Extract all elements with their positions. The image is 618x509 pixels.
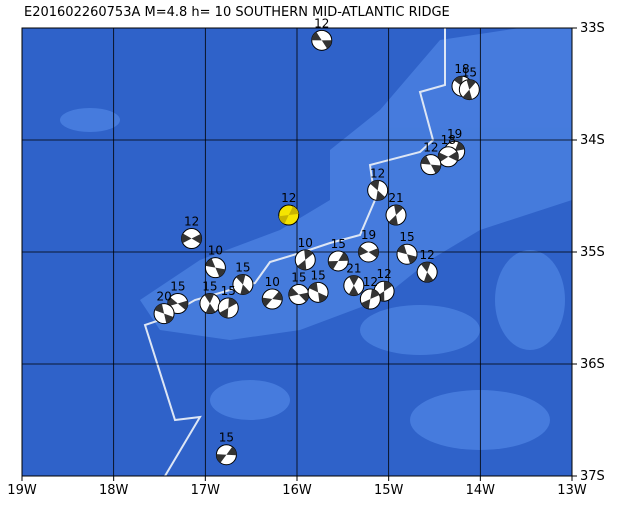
depth-label: 15: [221, 284, 236, 298]
x-tick-label: 18W: [99, 483, 129, 498]
depth-label: 20: [156, 290, 171, 304]
focal-mechanism: [307, 281, 329, 303]
focal-mechanism: [367, 179, 389, 201]
depth-label: 21: [346, 262, 361, 276]
depth-label: 12: [281, 191, 296, 205]
depth-label: 19: [361, 228, 376, 242]
beachball-quadrant: [311, 31, 332, 49]
focal-mechanism: [232, 273, 254, 295]
depth-label: 18: [441, 133, 456, 147]
depth-label: 15: [170, 280, 185, 294]
y-tick-label: 36S: [580, 357, 605, 372]
depth-label: 12: [423, 141, 438, 155]
beachball-quadrant: [421, 262, 434, 283]
beachball-quadrant: [262, 291, 283, 307]
y-tick-label: 35S: [580, 245, 605, 260]
beachball-quadrant: [309, 282, 328, 303]
depth-label: 15: [310, 268, 325, 282]
depth-label: 15: [235, 260, 250, 274]
x-tick-label: 17W: [191, 483, 221, 498]
beachball-quadrant: [219, 298, 237, 318]
focal-mechanism: [327, 250, 349, 272]
depth-label: 15: [219, 431, 234, 445]
focal-mechanism: [278, 204, 300, 226]
beachball-quadrant: [328, 252, 349, 270]
focal-mechanism: [311, 29, 333, 51]
y-tick-label: 34S: [580, 133, 605, 148]
depth-label: 12: [370, 166, 385, 180]
focal-mechanism: [153, 303, 175, 325]
beachball-quadrant: [348, 275, 359, 296]
depth-label: 12: [363, 275, 378, 289]
beachball-quadrant: [370, 180, 386, 201]
beachball-quadrant: [216, 446, 237, 463]
focal-mechanism: [261, 288, 283, 310]
x-tick-label: 19W: [7, 483, 37, 498]
beachball-quadrant: [288, 287, 309, 302]
x-tick-label: 14W: [466, 483, 496, 498]
focal-mechanism: [396, 243, 418, 265]
depth-label: 15: [291, 271, 306, 285]
depth-label: 12: [184, 215, 199, 229]
focal-mechanism: [437, 146, 459, 168]
beachball-quadrant: [181, 233, 202, 244]
beachball-quadrant: [397, 244, 417, 264]
beachball-quadrant: [205, 258, 226, 277]
depth-label: 10: [208, 244, 223, 258]
beachball-quadrant: [204, 293, 216, 314]
beachball-quadrant: [462, 79, 476, 100]
depth-label: 15: [331, 237, 346, 251]
focal-mechanism: [288, 284, 310, 306]
beachball-quadrant: [278, 206, 299, 224]
y-tick-label: 37S: [580, 469, 605, 484]
bathymetry: [60, 28, 572, 450]
beachball-quadrant: [438, 151, 459, 163]
depth-label: 15: [399, 230, 414, 244]
focal-mechanism: [199, 293, 221, 315]
depth-label: 15: [202, 280, 217, 294]
x-tick-label: 16W: [282, 483, 312, 498]
map-title: E201602260753A M=4.8 h= 10 SOUTHERN MID-…: [24, 5, 450, 20]
y-tick-label: 33S: [580, 21, 605, 36]
depth-label: 12: [376, 267, 391, 281]
beachball-quadrant: [236, 274, 250, 295]
focal-mechanism: [385, 204, 407, 226]
depth-label: 12: [314, 16, 329, 30]
x-tick-label: 15W: [374, 483, 404, 498]
focal-mechanism: [217, 297, 239, 319]
beachball-quadrant: [361, 289, 380, 309]
depth-label: 21: [388, 191, 403, 205]
depth-label: 18: [454, 62, 469, 76]
focal-mechanism: [358, 241, 379, 263]
focal-mechanism: [420, 154, 442, 176]
depth-label: 19: [447, 127, 462, 141]
beachball-quadrant: [388, 205, 404, 226]
focal-mechanism: [204, 257, 226, 279]
focal-mechanism: [215, 444, 237, 466]
beachball-quadrant: [297, 249, 314, 270]
depth-label: 10: [265, 275, 280, 289]
x-tick-label: 13W: [557, 483, 587, 498]
depth-label: 10: [298, 236, 313, 250]
focal-mechanism: [458, 79, 480, 101]
depth-label: 12: [420, 248, 435, 262]
depth-label: 15: [462, 66, 477, 80]
focal-mechanism: [359, 288, 381, 310]
focal-mechanism: [181, 228, 203, 250]
beachball-quadrant: [420, 155, 441, 174]
focal-mechanism: [416, 261, 438, 283]
focal-mechanism: [343, 275, 365, 297]
beachball-quadrant: [167, 297, 188, 310]
focal-mechanism: [294, 249, 316, 271]
beachball-quadrant: [358, 246, 379, 258]
beachball-quadrant: [154, 303, 174, 324]
